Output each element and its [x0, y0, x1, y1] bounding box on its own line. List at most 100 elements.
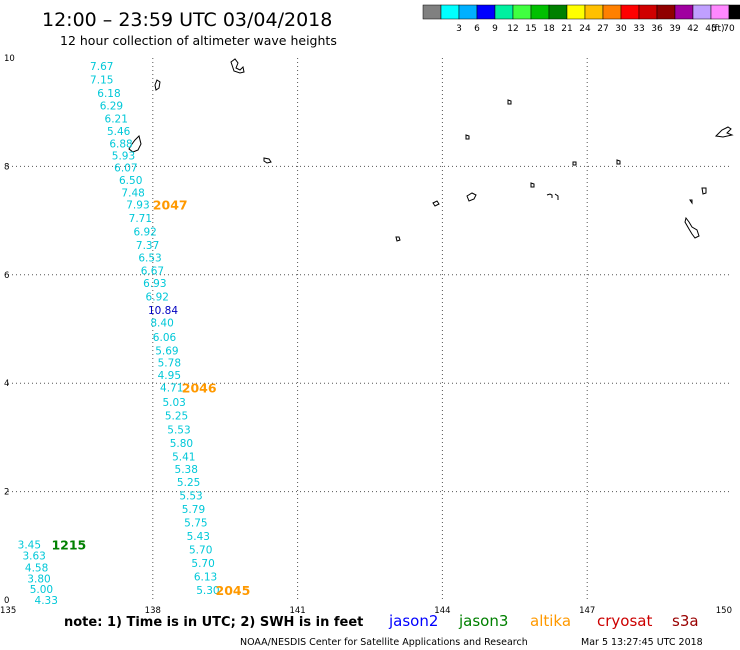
satellite-name: s3a	[672, 612, 699, 630]
wave-height-label: 5.43	[187, 531, 210, 543]
legend-unit: (ft)	[711, 24, 725, 34]
wave-height-label: 6.18	[97, 88, 120, 100]
satellite-name: jason2	[388, 612, 438, 630]
wave-height-label: 5.41	[172, 451, 195, 463]
wave-height-label: 5.70	[189, 545, 212, 557]
wave-height-label: 5.53	[179, 490, 202, 502]
wave-height-label: 5.38	[175, 464, 198, 476]
satellite-name: jason3	[458, 612, 508, 630]
legend-tick-label: 70	[723, 24, 735, 34]
wave-height-label: 6.92	[133, 226, 156, 238]
island-outline	[263, 157, 272, 164]
legend-swatch	[458, 4, 478, 20]
legend-tick-label: 45	[705, 24, 716, 34]
wave-height-label: 3.80	[27, 573, 50, 585]
legend-tick-label: 33	[633, 24, 644, 34]
wave-height-label: 6.29	[100, 101, 123, 113]
pass-time-label: 2047	[153, 197, 188, 212]
x-tick-label: 135	[0, 606, 16, 616]
x-tick-label: 150	[716, 606, 732, 616]
wave-height-label: 5.75	[184, 517, 207, 529]
wave-height-label: 7.93	[126, 199, 149, 211]
legend-swatch	[674, 4, 694, 20]
legend-tick-label: 21	[561, 24, 572, 34]
legend-swatch	[728, 4, 740, 20]
wave-height-label: 6.53	[138, 252, 161, 264]
time-labels: 2047 2046 1215 2045	[51, 197, 250, 598]
legend-swatch	[692, 4, 712, 20]
wave-height-label: 5.03	[162, 397, 185, 409]
legend-tick-label: 24	[579, 24, 591, 34]
wave-height-label: 6.67	[141, 265, 164, 277]
wave-height-label: 6.93	[143, 278, 166, 290]
chart-title: 12:00 – 23:59 UTC 03/04/2018	[42, 9, 332, 31]
wave-height-label: 3.45	[18, 540, 41, 552]
legend-tick-label: 12	[507, 24, 518, 34]
legend-swatch	[710, 4, 730, 20]
legend-tick-label: 3	[456, 24, 462, 34]
legend-swatch	[584, 4, 604, 20]
y-tick-label: 10	[4, 54, 15, 64]
legend-swatch	[476, 4, 496, 20]
wave-height-label: 5.70	[191, 558, 214, 570]
island-outline	[128, 135, 142, 153]
wave-height-label: 6.50	[119, 175, 142, 187]
legend-swatch	[422, 4, 442, 20]
wave-height-label: 5.79	[182, 504, 205, 516]
wave-height-label: 5.25	[165, 411, 188, 423]
pass-time-label: 2045	[216, 583, 251, 598]
wave-height-label: 5.46	[107, 126, 131, 138]
wave-height-label: 6.92	[146, 291, 169, 303]
wave-height-label: 5.30	[196, 585, 219, 597]
wave-height-label: 4.95	[158, 370, 181, 382]
y-tick-label: 6	[4, 271, 9, 281]
legend-tick-label: 6	[474, 24, 480, 34]
footer-timestamp: Mar 5 13:27:45 UTC 2018	[581, 637, 703, 648]
legend-swatch	[620, 4, 640, 20]
wave-height-label: 5.80	[170, 438, 193, 450]
data-points: 7.67 7.156.186.296.215.466.885.936.076.50…	[18, 61, 220, 607]
satellite-legend: jason2 jason3 altika cryosat s3a	[388, 612, 699, 630]
legend-tick-label: 15	[525, 24, 536, 34]
y-tick-label: 8	[4, 162, 9, 172]
island-outline	[395, 236, 401, 242]
wave-height-label: 5.00	[30, 584, 53, 596]
island-outline	[572, 159, 621, 166]
axes: 135 138 141 144 147 150 0 2 4 6 8 10	[0, 54, 732, 616]
legend-swatch	[494, 4, 514, 20]
wave-height-label: 7.37	[136, 240, 159, 252]
wave-height-label: 6.21	[105, 114, 128, 126]
wave-height-label: 4.71	[160, 383, 183, 395]
wave-height-label: 5.69	[155, 346, 178, 358]
wave-height-label: 7.67	[90, 61, 113, 73]
wave-height-label: 4.58	[25, 562, 48, 574]
wave-height-label: 7.15	[90, 75, 113, 87]
x-tick-label: 147	[579, 606, 595, 616]
color-legend: 3 6 9 12 15 18 21 24 27 30 33 36 39 42 45 70	[422, 4, 740, 34]
legend-tick-label: 30	[615, 24, 627, 34]
legend-swatch	[602, 4, 622, 20]
wave-height-label: 5.78	[158, 358, 181, 370]
island-outline	[465, 134, 470, 140]
legend-tick-label: 18	[543, 24, 555, 34]
satellite-name: altika	[530, 612, 571, 630]
wave-height-label: 10.84	[148, 305, 178, 317]
wave-height-label: 6.06	[153, 332, 177, 344]
wave-height-label: 7.71	[129, 213, 152, 225]
legend-tick-label: 36	[651, 24, 663, 34]
island-outline	[684, 187, 707, 239]
legend-tick-label: 42	[687, 24, 698, 34]
footer-credit: NOAA/NESDIS Center for Satellite Applica…	[240, 637, 528, 648]
legend-swatch	[656, 4, 676, 20]
chart-subtitle: 12 hour collection of altimeter wave hei…	[60, 33, 337, 48]
wave-height-label: 5.53	[167, 424, 190, 436]
pass-time-label: 2046	[182, 381, 217, 396]
island-outline	[530, 182, 559, 200]
wave-height-label: 8.40	[150, 317, 173, 329]
x-tick-label: 138	[145, 606, 161, 616]
y-tick-label: 4	[4, 379, 9, 389]
legend-tick-label: 9	[492, 24, 498, 34]
island-outline	[714, 126, 734, 138]
legend-swatch	[440, 4, 460, 20]
island-outlines	[128, 58, 734, 242]
